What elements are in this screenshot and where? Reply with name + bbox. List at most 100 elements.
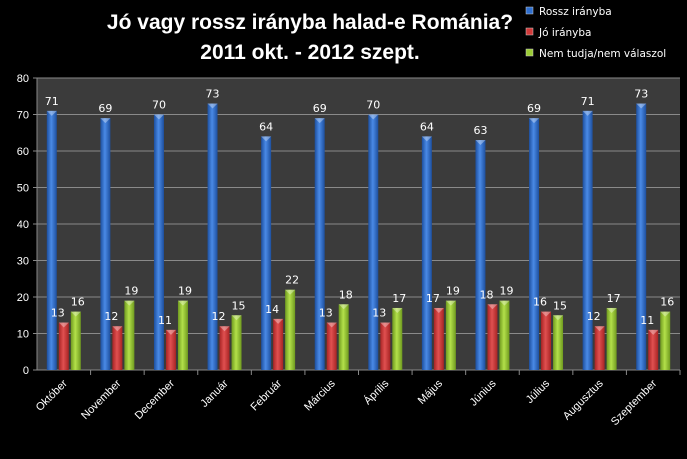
bar-0-7 [421, 136, 432, 370]
data-label: 18 [479, 288, 493, 301]
bar-cap [58, 322, 69, 328]
x-tick-label: Február [249, 377, 285, 413]
x-tick-label: Január [198, 377, 231, 410]
bar-2-8 [499, 300, 510, 370]
data-label: 71 [581, 95, 595, 108]
data-label: 16 [533, 296, 547, 309]
bar-2-7 [445, 300, 456, 370]
bar-1-3 [219, 326, 230, 370]
bar-cap [231, 315, 242, 321]
bar-cap [153, 114, 164, 120]
bar-cap [648, 329, 659, 335]
bar-2-1 [124, 300, 135, 370]
legend-label-0: Rossz irányba [539, 6, 612, 18]
legend-label-1: Jó irányba [538, 27, 592, 39]
data-label: 17 [426, 292, 440, 305]
bar-cap [594, 326, 605, 332]
bar-0-8 [475, 140, 486, 370]
x-tick-label: Augusztus [561, 377, 606, 422]
y-tick-label: 80 [17, 73, 29, 85]
bar-cap [380, 322, 391, 328]
y-tick-label: 20 [17, 292, 29, 304]
bar-0-4 [261, 136, 272, 370]
bar-2-2 [177, 300, 188, 370]
data-label: 17 [607, 292, 621, 305]
bar-1-0 [58, 322, 69, 370]
data-label: 18 [339, 288, 353, 301]
data-label: 69 [527, 102, 541, 115]
bar-cap [165, 329, 176, 335]
data-label: 14 [265, 303, 279, 316]
y-tick-label: 60 [17, 146, 29, 158]
bar-2-9 [553, 315, 564, 370]
x-tick-label: Május [416, 377, 446, 407]
bar-cap [660, 311, 671, 317]
bar-cap [177, 300, 188, 306]
bar-1-5 [326, 322, 337, 370]
bar-cap [553, 315, 564, 321]
chart-title-line-2: 2011 okt. - 2012 szept. [200, 41, 419, 64]
bar-cap [100, 118, 111, 124]
data-label: 22 [285, 274, 299, 287]
data-label: 69 [313, 102, 327, 115]
bar-cap [207, 103, 218, 109]
bar-0-11 [636, 103, 647, 371]
y-tick-label: 0 [23, 365, 29, 377]
data-label: 13 [319, 307, 333, 320]
bar-cap [70, 311, 81, 317]
bar-cap [606, 307, 617, 313]
x-tick-label: Szeptember [609, 377, 660, 428]
bar-0-9 [529, 118, 540, 371]
bar-cap [219, 326, 230, 332]
bar-cap [636, 103, 647, 109]
y-tick-label: 50 [17, 183, 29, 195]
data-label: 13 [51, 307, 65, 320]
data-label: 19 [178, 285, 192, 298]
bar-cap [326, 322, 337, 328]
bar-cap [273, 318, 284, 324]
data-label: 15 [232, 299, 246, 312]
bar-0-0 [46, 110, 57, 370]
bar-1-4 [273, 318, 284, 370]
data-label: 11 [158, 314, 172, 327]
data-label: 63 [473, 124, 487, 137]
bar-0-2 [153, 114, 164, 370]
y-tick-label: 10 [17, 329, 29, 341]
chart-title-line-1: Jó vagy rossz irányba halad-e Románia? [107, 11, 513, 34]
legend: Rossz irányba Jó irányba Nem tudja/nem vál… [525, 6, 666, 60]
y-tick-label: 70 [17, 110, 29, 122]
bar-cap [46, 110, 57, 116]
bar-cap [421, 136, 432, 142]
bar-0-3 [207, 103, 218, 371]
data-label: 73 [206, 88, 220, 101]
bar-1-10 [594, 326, 605, 370]
bar-2-0 [70, 311, 81, 370]
bar-cap [338, 304, 349, 310]
y-tick-label: 30 [17, 256, 29, 268]
y-tick-label: 40 [17, 219, 29, 231]
data-label: 17 [392, 292, 406, 305]
bar-cap [541, 311, 552, 317]
bar-cap [445, 300, 456, 306]
bar-1-1 [112, 326, 123, 370]
data-label: 12 [104, 310, 118, 323]
bar-cap [499, 300, 510, 306]
bar-1-8 [487, 304, 498, 370]
bar-cap [368, 114, 379, 120]
data-label: 16 [71, 296, 85, 309]
x-tick-label: December [133, 377, 178, 422]
bar-2-10 [606, 307, 617, 370]
bar-2-5 [338, 304, 349, 370]
bar-1-9 [541, 311, 552, 370]
bar-cap [261, 136, 272, 142]
bar-cap [124, 300, 135, 306]
bar-cap [285, 289, 296, 295]
bar-2-4 [285, 289, 296, 370]
bar-cap [112, 326, 123, 332]
x-tick-label: November [79, 377, 124, 422]
bar-cap [475, 140, 486, 146]
bar-0-1 [100, 118, 111, 371]
legend-label-2: Nem tudja/nem válaszol [539, 48, 666, 60]
data-label: 70 [366, 99, 380, 112]
